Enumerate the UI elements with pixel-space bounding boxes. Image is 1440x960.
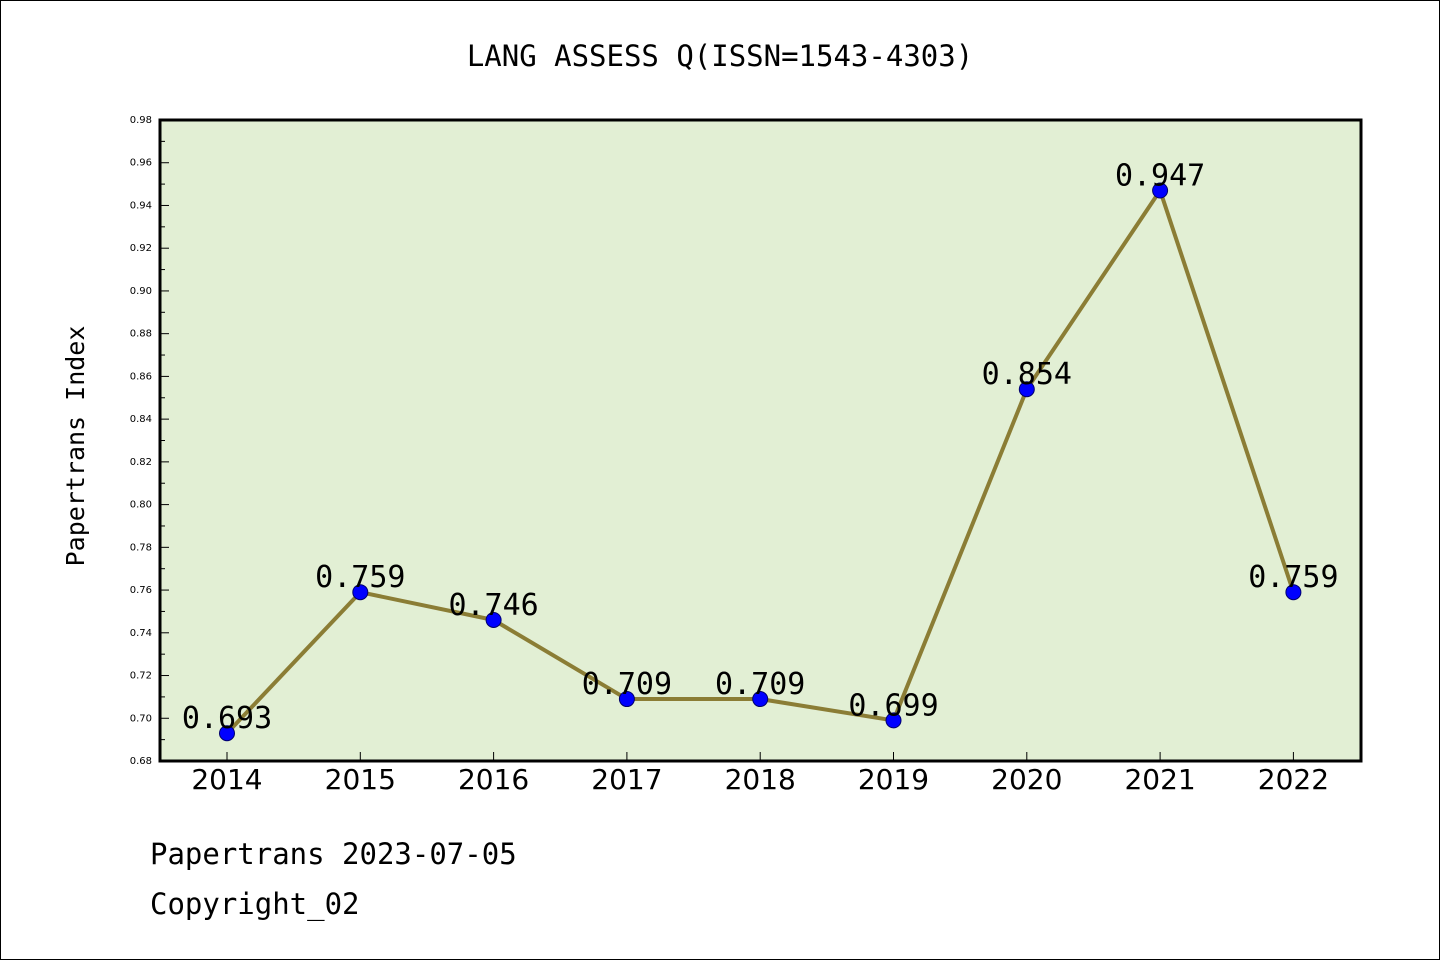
x-axis: 2014 2015 2016 2017 2018 2019 2020 2021 2022 — [191, 752, 1329, 796]
y-axis-label: Papertrans Index — [61, 326, 90, 567]
data-point — [618, 691, 635, 708]
data-label: 0.709 — [715, 667, 805, 702]
chart-title: LANG ASSESS Q(ISSN=1543-4303) — [467, 39, 973, 73]
y-tick-label: 0.72 — [130, 671, 152, 682]
data-point — [885, 712, 902, 729]
y-tick-label: 0.80 — [130, 500, 152, 511]
plot-area — [158, 118, 1363, 763]
data-point — [1018, 381, 1035, 398]
data-label: 0.693 — [182, 701, 272, 736]
data-point — [352, 584, 369, 601]
y-tick-label: 0.88 — [130, 329, 152, 340]
y-tick-label: 0.92 — [130, 243, 152, 254]
x-tick-label: 2016 — [458, 763, 529, 796]
x-tick-label: 2017 — [591, 763, 662, 796]
data-label: 0.759 — [315, 560, 405, 595]
y-tick-label: 0.82 — [130, 457, 152, 468]
y-tick-label: 0.90 — [130, 286, 152, 297]
data-label: 0.699 — [848, 688, 938, 723]
data-label: 0.709 — [582, 667, 672, 702]
series-line — [219, 182, 1302, 742]
x-tick-label: 2019 — [858, 763, 929, 796]
y-tick-label: 0.86 — [130, 371, 152, 382]
data-label: 0.947 — [1115, 159, 1205, 194]
y-tick-label: 0.98 — [130, 115, 152, 126]
data-label: 0.746 — [448, 588, 538, 623]
x-tick-label: 2022 — [1258, 763, 1329, 796]
x-tick-label: 2020 — [991, 763, 1062, 796]
y-tick-label: 0.70 — [130, 713, 152, 724]
y-tick-label: 0.76 — [130, 585, 152, 596]
y-tick-label: 0.96 — [130, 158, 152, 169]
data-point — [485, 611, 502, 628]
data-point — [1285, 584, 1302, 601]
y-axis: 0.68 0.70 0.72 0.74 0.76 0.78 0.80 0.82 0.84 0.86… — [130, 115, 169, 767]
data-label: 0.759 — [1248, 560, 1338, 595]
y-tick-label: 0.68 — [130, 756, 152, 767]
footer-copyright: Copyright_02 — [150, 887, 360, 922]
data-point — [752, 691, 769, 708]
y-tick-label: 0.84 — [130, 414, 152, 425]
x-tick-label: 2014 — [191, 763, 262, 796]
footer-date: Papertrans 2023-07-05 — [150, 837, 517, 871]
x-tick-label: 2021 — [1124, 763, 1195, 796]
y-tick-label: 0.74 — [130, 628, 152, 639]
data-point — [1152, 182, 1169, 199]
x-tick-label: 2018 — [725, 763, 796, 796]
y-tick-label: 0.94 — [130, 200, 152, 211]
data-labels: 0.693 0.759 0.746 0.709 0.709 0.699 0.854 0.947… — [182, 159, 1339, 737]
y-tick-label: 0.78 — [130, 542, 152, 553]
data-point — [219, 725, 235, 742]
x-tick-label: 2015 — [325, 763, 396, 796]
data-label: 0.854 — [982, 357, 1072, 392]
